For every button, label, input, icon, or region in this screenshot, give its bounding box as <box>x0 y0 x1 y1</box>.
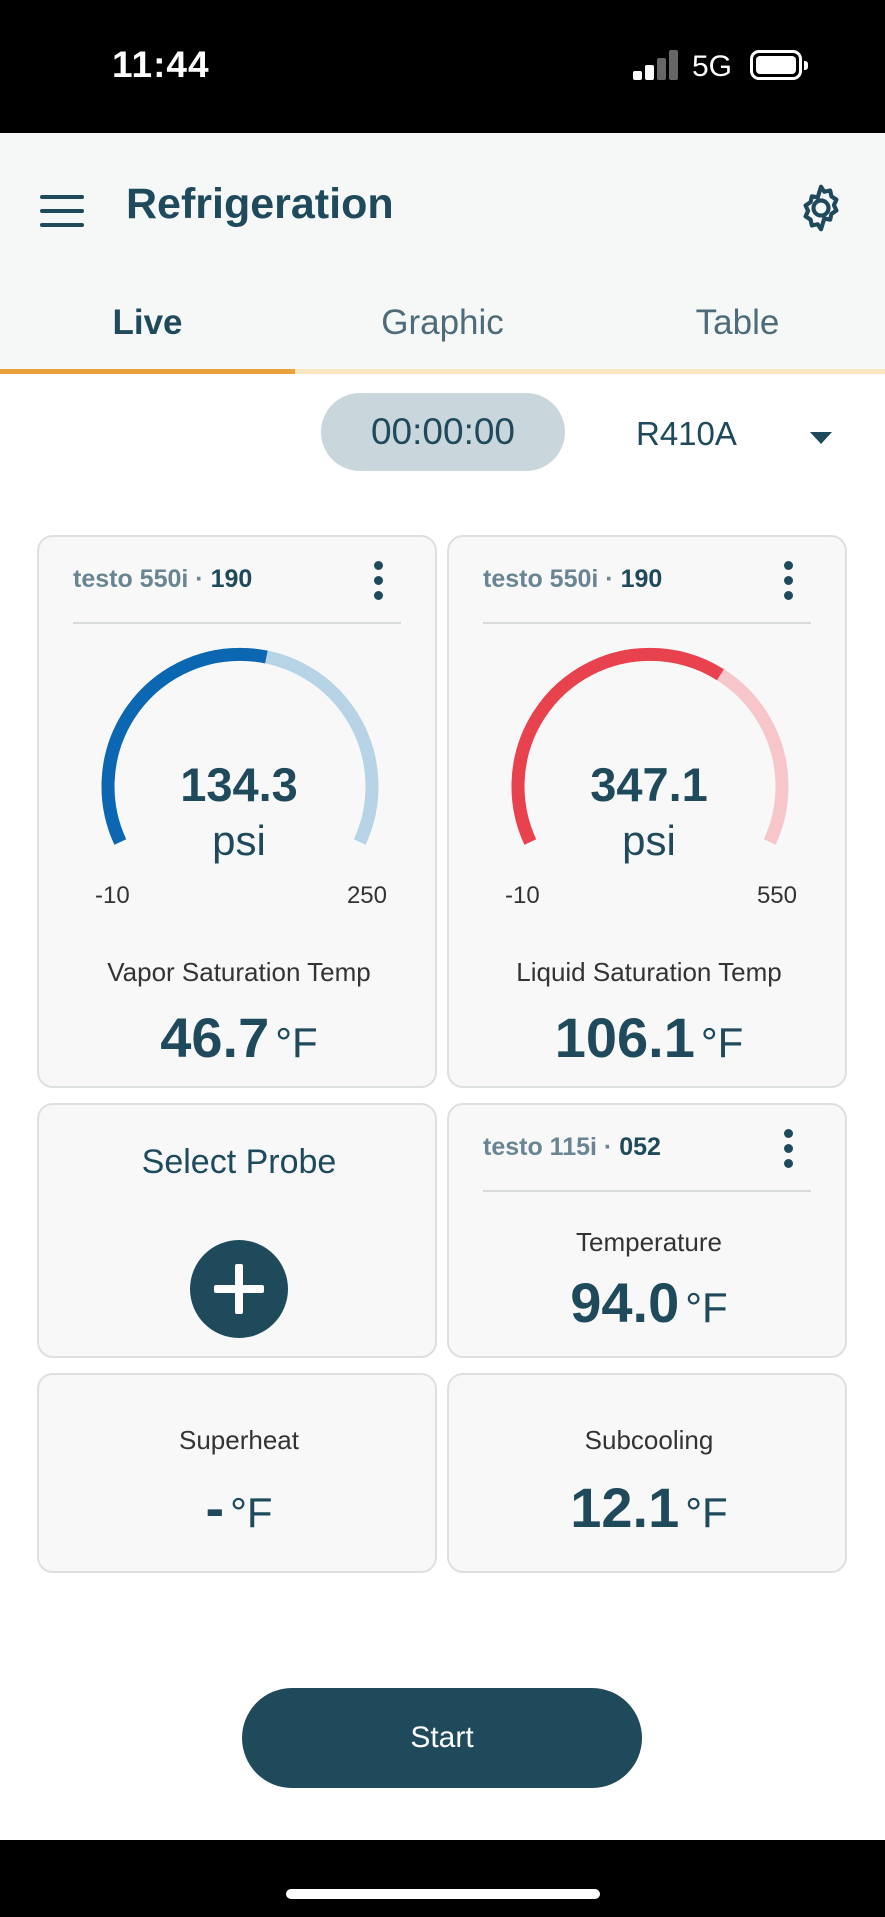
page-title: Refrigeration <box>126 180 394 228</box>
gauge-value: 347.1 <box>590 758 708 811</box>
metric-number: 106.1 <box>554 1006 695 1069</box>
metric-unit: °F <box>275 1019 318 1066</box>
gauge-unit: psi <box>622 817 676 864</box>
temperature-card: testo 115i · 052 Temperature 94.0 °F <box>447 1103 847 1358</box>
device-serial: 190 <box>210 565 253 593</box>
gauge-track <box>101 647 379 845</box>
metric-number: 94.0 <box>570 1271 680 1334</box>
tab-underline <box>0 369 885 374</box>
gauge-fill <box>511 647 789 845</box>
select-probe-card[interactable]: Select Probe <box>37 1103 437 1358</box>
metric-label: Subcooling <box>584 1425 714 1455</box>
plus-icon[interactable] <box>190 1240 288 1338</box>
metric-unit: °F <box>230 1489 273 1536</box>
tab-live[interactable]: Live <box>112 303 183 342</box>
pressure-gauge <box>511 647 789 845</box>
device-name: testo 550i <box>73 565 189 593</box>
superheat-card: Superheat - °F <box>37 1373 437 1573</box>
probe-header: testo 115i · 052 <box>483 1133 661 1162</box>
device-serial: 190 <box>620 565 663 593</box>
metric-number: - <box>205 1476 225 1539</box>
divider <box>73 622 401 624</box>
divider <box>483 1190 811 1192</box>
gear-icon[interactable] <box>796 183 846 233</box>
tab-active-indicator <box>0 369 295 374</box>
signal-icon <box>633 50 681 80</box>
separator: · <box>605 565 614 593</box>
liquid-card: testo 550i · 190 347.1 psi -10 550 Liqui… <box>447 535 847 1088</box>
divider <box>483 622 811 624</box>
device-name: testo 115i <box>483 1133 597 1161</box>
metric-label: Vapor Saturation Temp <box>107 957 371 987</box>
metric-label: Temperature <box>576 1227 722 1257</box>
menu-icon[interactable] <box>40 195 84 227</box>
metric-value: - °F <box>39 1475 439 1540</box>
gauge-value: 134.3 <box>180 758 298 811</box>
gauge-unit: psi <box>212 817 266 864</box>
more-vertical-icon[interactable] <box>373 561 383 601</box>
metric-value: 94.0 °F <box>449 1270 849 1335</box>
network-type: 5G <box>692 50 733 83</box>
metric-value: 46.7 °F <box>39 1005 439 1070</box>
gauge-fill <box>101 647 379 845</box>
vapor-card: testo 550i · 190 134.3 psi -10 250 Vapor… <box>37 535 437 1088</box>
device-serial: 052 <box>619 1133 661 1161</box>
more-vertical-icon[interactable] <box>783 1129 793 1169</box>
gauge-min: -10 <box>505 882 540 909</box>
separator: · <box>195 565 204 593</box>
probe-header: testo 550i · 190 <box>73 565 252 594</box>
metric-label: Liquid Saturation Temp <box>516 957 782 987</box>
tab-table[interactable]: Table <box>695 303 780 342</box>
gauge-track <box>511 647 789 845</box>
metric-value: 106.1 °F <box>449 1005 849 1070</box>
bottom-bar <box>0 1840 885 1917</box>
timer-display: 00:00:00 <box>321 393 565 471</box>
battery-icon <box>750 50 808 80</box>
chevron-down-icon[interactable] <box>810 432 832 444</box>
metric-label: Superheat <box>179 1425 299 1455</box>
app-header: Refrigeration Live Graphic Table <box>0 133 885 374</box>
probe-header: testo 550i · 190 <box>483 565 662 594</box>
more-vertical-icon[interactable] <box>783 561 793 601</box>
pressure-gauge <box>101 647 379 845</box>
home-indicator[interactable] <box>286 1889 600 1899</box>
refrigerant-select[interactable]: R410A <box>636 415 737 452</box>
start-button[interactable]: Start <box>242 1688 642 1788</box>
metric-unit: °F <box>700 1019 744 1066</box>
metric-value: 12.1 °F <box>449 1475 849 1540</box>
select-probe-label: Select Probe <box>141 1143 337 1181</box>
gauge-max: 250 <box>346 882 387 909</box>
tab-graphic[interactable]: Graphic <box>381 303 504 342</box>
metric-number: 12.1 <box>570 1476 680 1539</box>
status-bar: 11:44 5G <box>0 0 885 133</box>
metric-unit: °F <box>685 1489 728 1536</box>
metric-unit: °F <box>685 1284 728 1331</box>
gauge-min: -10 <box>95 882 130 909</box>
gauge-max: 550 <box>756 882 797 909</box>
status-time: 11:44 <box>112 44 210 85</box>
tab-bar: Live Graphic Table <box>0 133 885 374</box>
metric-number: 46.7 <box>160 1006 270 1069</box>
separator: · <box>603 1133 613 1161</box>
device-name: testo 550i <box>483 565 599 593</box>
subcooling-card: Subcooling 12.1 °F <box>447 1373 847 1573</box>
